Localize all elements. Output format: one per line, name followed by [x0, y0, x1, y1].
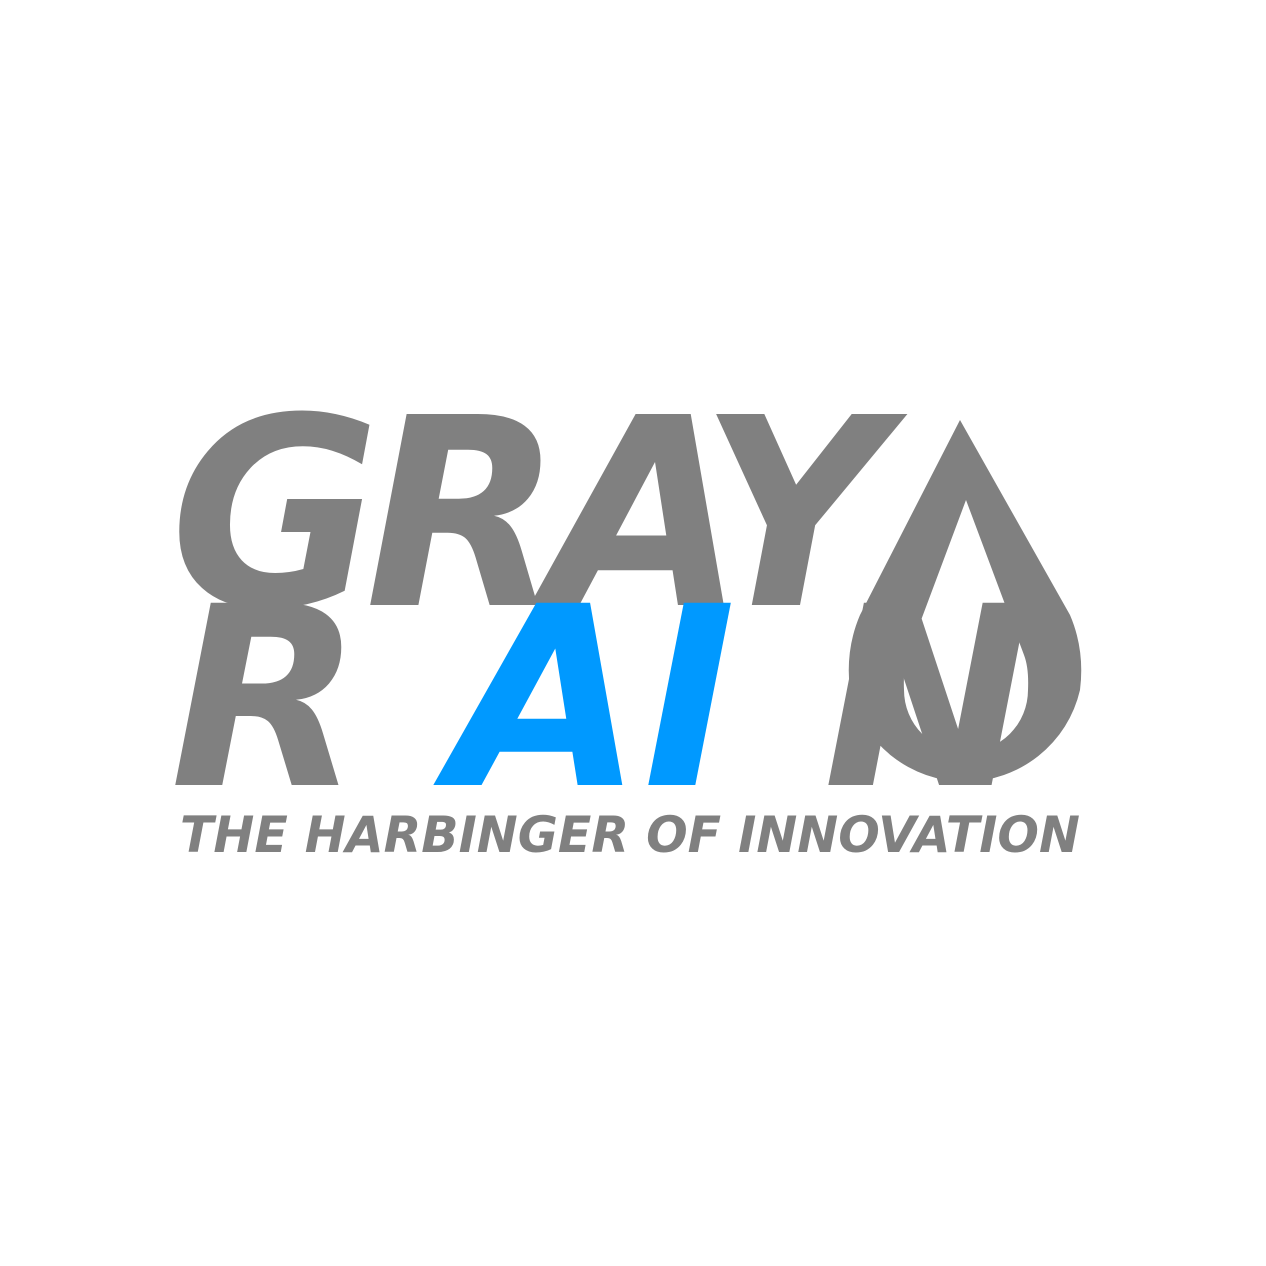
raindrop-icon: [848, 420, 1082, 782]
logo-tagline: THE HARBINGER OF INNOVATION: [180, 806, 1080, 864]
logo-highlight-ai: AI: [433, 553, 737, 844]
logo-word-gray: GRAY: [170, 362, 908, 667]
logo-letter-r: R: [170, 553, 363, 844]
